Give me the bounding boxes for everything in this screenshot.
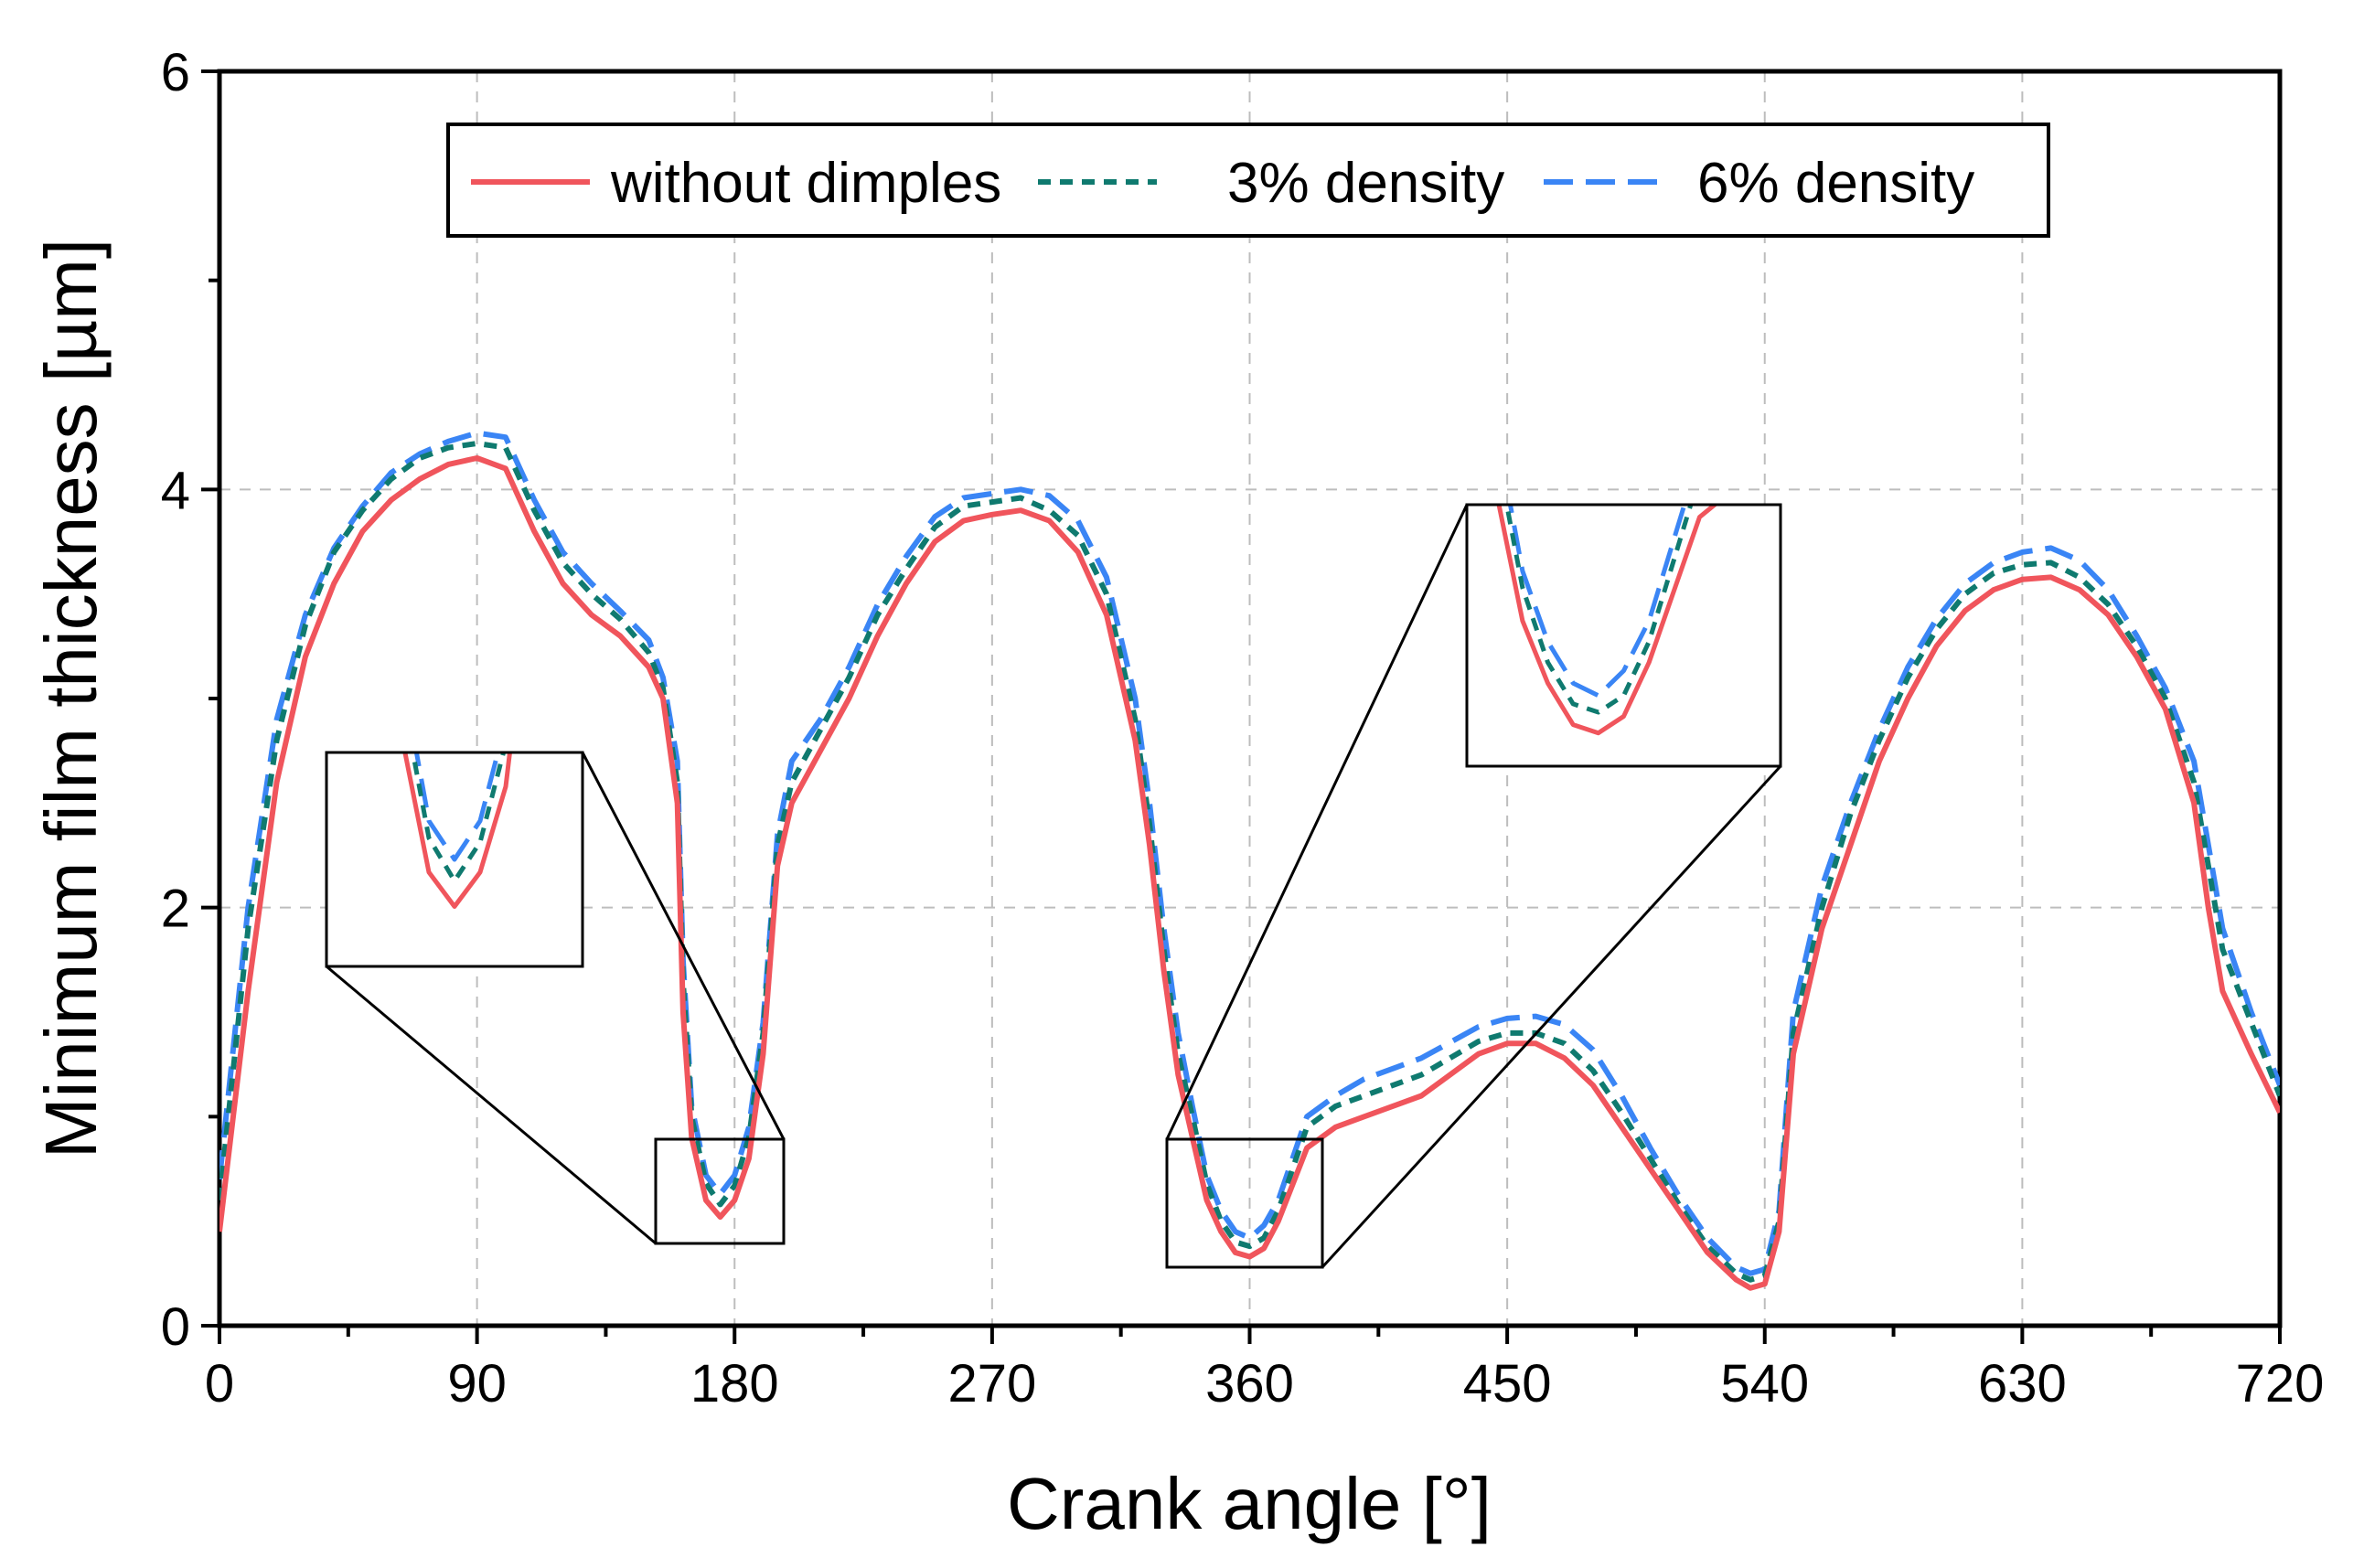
data-series xyxy=(219,430,2280,1291)
legend-label-without-dimples: without dimples xyxy=(610,152,1001,215)
inset-right-line-2 xyxy=(1507,505,1687,699)
y-tick-label: 6 xyxy=(161,43,190,102)
x-tick-label: 630 xyxy=(1978,1354,2067,1413)
x-tick-label: 360 xyxy=(1205,1354,1294,1413)
y-axis-title: Minimum film thickness [µm] xyxy=(30,239,112,1158)
x-tick-label: 90 xyxy=(447,1354,507,1413)
zoom-connectors xyxy=(326,504,1782,1269)
connector-right-top xyxy=(1165,504,1469,1140)
zoom-box-left xyxy=(654,1137,786,1245)
axis-ticks xyxy=(201,69,2282,1344)
inset-right-border xyxy=(1465,503,1782,768)
legend-label-3pct: 3% density xyxy=(1227,152,1504,215)
x-tick-labels: 0 90 180 270 360 450 540 630 720 xyxy=(205,1354,2325,1413)
zoom-box-right xyxy=(1165,1137,1324,1269)
legend-label-6pct: 6% density xyxy=(1697,152,1974,215)
inset-right-line-0 xyxy=(1496,505,1719,736)
y-tick-label: 0 xyxy=(161,1297,190,1357)
y-tick-labels: 0 2 4 6 xyxy=(161,43,190,1357)
y-tick-label: 2 xyxy=(161,880,190,939)
x-tick-label: 450 xyxy=(1463,1354,1552,1413)
x-tick-label: 540 xyxy=(1720,1354,1809,1413)
x-tick-label: 0 xyxy=(205,1354,234,1413)
x-tick-label: 720 xyxy=(2236,1354,2325,1413)
y-tick-label: 4 xyxy=(161,461,190,520)
x-tick-label: 270 xyxy=(947,1354,1036,1413)
x-tick-label: 180 xyxy=(690,1354,779,1413)
connector-left-bottom xyxy=(326,965,657,1245)
x-axis-title: Crank angle [°] xyxy=(1007,1463,1492,1544)
series-line-0 xyxy=(219,455,2280,1291)
inset-right-line-1 xyxy=(1504,505,1694,715)
inset-right-series xyxy=(1496,505,1719,736)
series-line-1 xyxy=(219,441,2280,1283)
inset-left-border xyxy=(325,751,584,968)
legend-box xyxy=(446,123,2050,238)
connector-left-top xyxy=(581,752,786,1140)
connector-right-bottom xyxy=(1321,764,1782,1269)
legend: without dimples 3% density 6% density xyxy=(446,123,2050,238)
